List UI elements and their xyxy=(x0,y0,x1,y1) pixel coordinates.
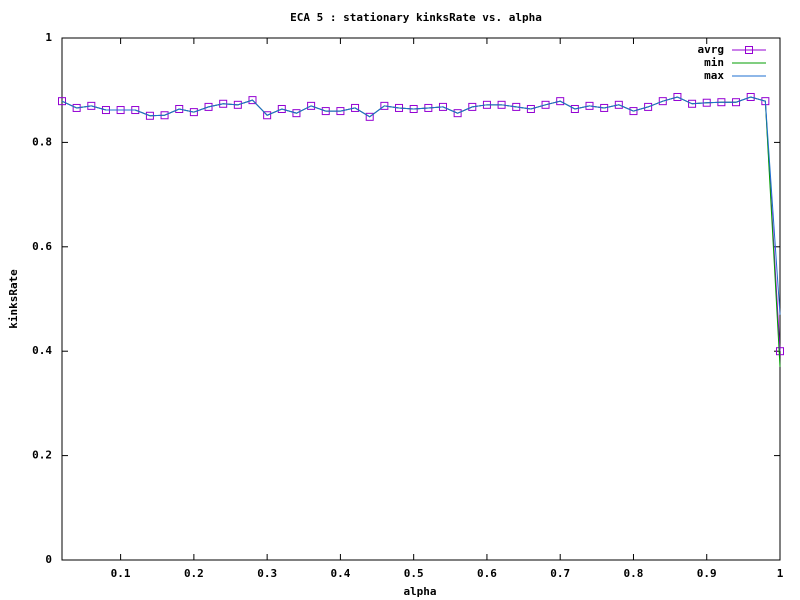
point-marker xyxy=(175,104,184,113)
point-marker xyxy=(776,347,784,356)
plot-border xyxy=(61,37,781,561)
point-marker xyxy=(570,104,579,113)
y-tick-label: 0.2 xyxy=(32,449,52,462)
series-line xyxy=(61,96,781,352)
legend-marker xyxy=(745,46,753,54)
point-marker xyxy=(556,97,565,106)
point-marker xyxy=(263,111,272,120)
point-marker xyxy=(204,102,213,111)
point-marker xyxy=(629,107,638,116)
y-tick-label: 0.6 xyxy=(32,240,52,253)
series-line xyxy=(61,96,781,367)
x-tick-label: 0.2 xyxy=(184,567,204,580)
y-axis-label: kinksRate xyxy=(7,269,20,329)
point-marker xyxy=(453,109,462,118)
x-tick-label: 0.3 xyxy=(257,567,277,580)
point-marker xyxy=(248,96,257,105)
point-marker xyxy=(58,97,66,106)
point-marker xyxy=(351,103,360,112)
point-marker xyxy=(746,92,755,101)
y-tick-label: 0.8 xyxy=(32,135,52,148)
point-marker xyxy=(189,108,198,117)
point-marker xyxy=(277,104,286,113)
x-axis-label: alpha xyxy=(403,585,436,598)
y-tick-label: 0 xyxy=(45,553,52,566)
legend-label: max xyxy=(704,69,724,82)
x-tick-label: 0.9 xyxy=(697,567,717,580)
series-line xyxy=(61,96,781,315)
point-marker xyxy=(658,97,667,106)
chart-title: ECA 5 : stationary kinksRate vs. alpha xyxy=(290,11,542,24)
x-tick-label: 0.5 xyxy=(404,567,424,580)
y-tick-label: 1 xyxy=(45,31,52,44)
point-marker xyxy=(307,101,316,110)
x-tick-label: 0.6 xyxy=(477,567,497,580)
legend-label: min xyxy=(704,56,724,69)
x-tick-label: 0.8 xyxy=(624,567,644,580)
point-marker xyxy=(614,100,623,109)
point-marker xyxy=(541,100,550,109)
x-tick-label: 0.7 xyxy=(550,567,570,580)
point-marker xyxy=(673,92,682,101)
x-tick-label: 0.1 xyxy=(111,567,131,580)
x-tick-label: 1 xyxy=(777,567,784,580)
point-marker xyxy=(365,112,374,121)
y-tick-label: 0.4 xyxy=(32,344,52,357)
x-tick-label: 0.4 xyxy=(330,567,350,580)
legend-label: avrg xyxy=(698,43,725,56)
point-marker xyxy=(644,102,653,111)
point-marker xyxy=(292,109,301,118)
